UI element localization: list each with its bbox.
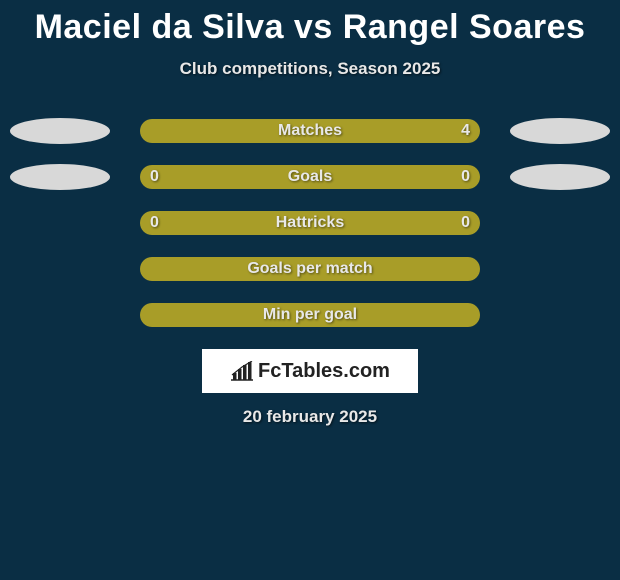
date-label: 20 february 2025: [0, 407, 620, 427]
player-right-oval: [510, 164, 610, 190]
stat-row: Goals per match: [0, 257, 620, 281]
page-title: Maciel da Silva vs Rangel Soares: [0, 8, 620, 47]
stat-value-right: 0: [461, 214, 470, 232]
stat-value-left: 0: [150, 168, 159, 186]
stat-row: Matches 4: [0, 119, 620, 143]
stat-value-right: 4: [461, 122, 470, 140]
stat-rows: Matches 4 0 Goals 0 0 Hattricks 0 Goals per matc…: [0, 119, 620, 327]
logo: FcTables.com: [230, 360, 390, 383]
logo-box: FcTables.com: [202, 349, 418, 393]
stat-bar: 0 Goals 0: [140, 165, 480, 189]
stat-bar: Matches 4: [140, 119, 480, 143]
stat-label: Matches: [278, 122, 342, 140]
logo-text: FcTables.com: [258, 360, 390, 383]
stat-value-left: 0: [150, 214, 159, 232]
subtitle: Club competitions, Season 2025: [0, 59, 620, 79]
player-left-oval: [10, 118, 110, 144]
stat-label: Hattricks: [276, 214, 344, 232]
stat-value-right: 0: [461, 168, 470, 186]
stat-label: Goals: [288, 168, 332, 186]
stat-bar: Min per goal: [140, 303, 480, 327]
bar-chart-icon: [230, 361, 254, 381]
stat-label: Goals per match: [247, 260, 372, 278]
stat-row: Min per goal: [0, 303, 620, 327]
player-right-oval: [510, 118, 610, 144]
comparison-card: Maciel da Silva vs Rangel Soares Club co…: [0, 0, 620, 427]
stat-label: Min per goal: [263, 306, 357, 324]
stat-row: 0 Hattricks 0: [0, 211, 620, 235]
player-left-oval: [10, 164, 110, 190]
stat-row: 0 Goals 0: [0, 165, 620, 189]
stat-bar: 0 Hattricks 0: [140, 211, 480, 235]
stat-bar: Goals per match: [140, 257, 480, 281]
